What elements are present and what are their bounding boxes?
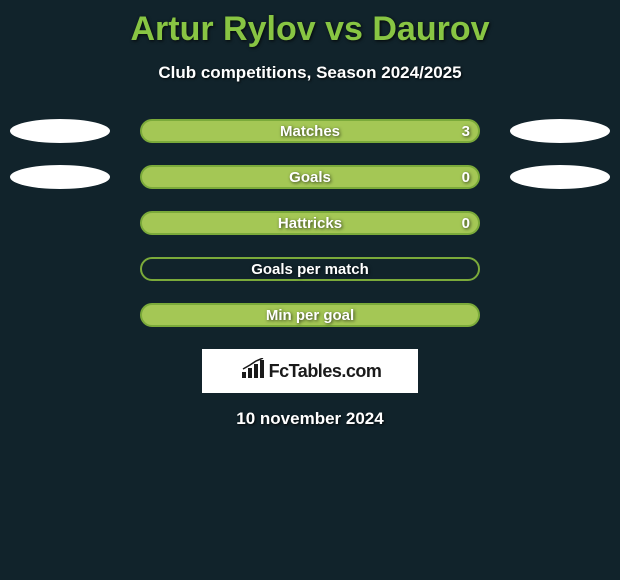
player-right-marker	[510, 165, 610, 189]
stat-label: Min per goal	[140, 303, 480, 327]
player-left-marker	[10, 119, 110, 143]
player-left-marker	[10, 165, 110, 189]
stat-value-right: 3	[462, 119, 470, 143]
stat-label: Hattricks	[140, 211, 480, 235]
player-right-marker	[510, 119, 610, 143]
stat-bar: Goals per match	[140, 257, 480, 281]
logo-box: FcTables.com	[202, 349, 418, 393]
stat-bar: Goals0	[140, 165, 480, 189]
stat-row: Min per goal	[0, 303, 620, 327]
stat-label: Goals	[140, 165, 480, 189]
stat-row: Matches3	[0, 119, 620, 143]
stat-label: Matches	[140, 119, 480, 143]
logo-text: FcTables.com	[269, 361, 382, 382]
stat-bar: Matches3	[140, 119, 480, 143]
stat-value-right: 0	[462, 165, 470, 189]
stats-area: Matches3Goals0Hattricks0Goals per matchM…	[0, 119, 620, 327]
stat-label: Goals per match	[140, 257, 480, 281]
stat-row: Goals0	[0, 165, 620, 189]
subtitle: Club competitions, Season 2024/2025	[0, 63, 620, 83]
stat-bar: Min per goal	[140, 303, 480, 327]
stat-row: Goals per match	[0, 257, 620, 281]
page-title: Artur Rylov vs Daurov	[0, 0, 620, 49]
date-text: 10 november 2024	[0, 409, 620, 429]
stat-value-right: 0	[462, 211, 470, 235]
stat-row: Hattricks0	[0, 211, 620, 235]
bar-chart-icon	[239, 358, 267, 385]
stat-bar: Hattricks0	[140, 211, 480, 235]
